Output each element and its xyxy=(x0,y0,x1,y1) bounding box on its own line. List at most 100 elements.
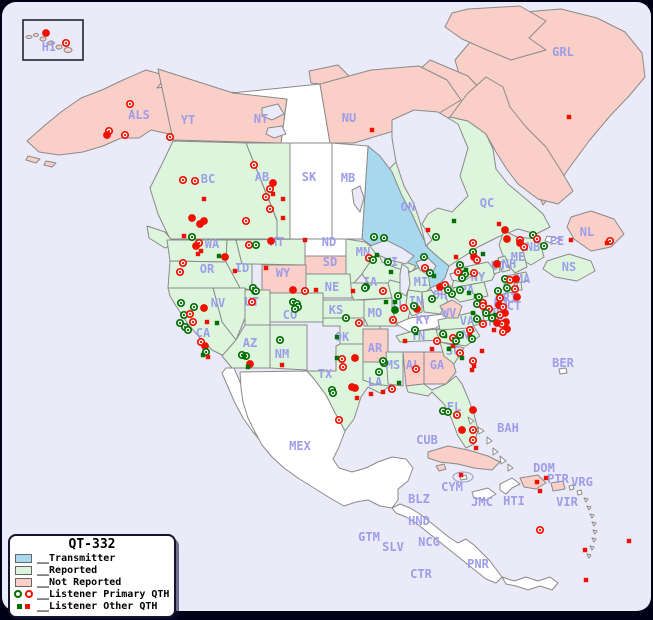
lake xyxy=(351,185,365,214)
dot-center xyxy=(441,332,445,336)
region-label-DOM: DOM xyxy=(533,461,555,475)
dot-center xyxy=(435,339,439,343)
listener-other-reported-dot xyxy=(492,312,498,318)
dot-center xyxy=(542,244,546,248)
region-label-CTR: CTR xyxy=(410,567,432,581)
listener-other-notreported-dot xyxy=(458,472,464,478)
listener-other-reported-dot xyxy=(200,352,206,358)
listener-other-notreported-dot xyxy=(425,227,431,233)
dot-center xyxy=(371,258,375,262)
listener-other-reported-dot xyxy=(334,355,340,361)
dot-center xyxy=(471,241,475,245)
listener-other-notreported-dot xyxy=(496,221,502,227)
listener-cluster-dot xyxy=(351,354,359,362)
listener-cluster-dot xyxy=(501,226,509,234)
region-label-ID: ID xyxy=(235,261,249,275)
region-WV xyxy=(439,299,463,319)
legend-box: QT-332 __Transmitter __Reported __Not Re… xyxy=(8,534,176,618)
listener-other-notreported-dot xyxy=(313,287,319,293)
region-VRG xyxy=(568,484,575,491)
listener-other-notreported-dot xyxy=(469,367,475,373)
dot-center xyxy=(192,305,196,309)
dot-center xyxy=(484,311,488,315)
listener-cluster-dot xyxy=(458,426,466,434)
region-label-ALS: ALS xyxy=(128,108,150,122)
listener-cluster-dot xyxy=(42,29,50,37)
listener-other-reported-dot xyxy=(245,364,251,370)
region-label-MEX: MEX xyxy=(289,439,311,453)
dot-center xyxy=(458,288,462,292)
region-PTR xyxy=(550,480,566,492)
region-label-HI: HI xyxy=(42,40,56,54)
listener-other-notreported-dot xyxy=(279,362,285,368)
legend-title: QT-332 xyxy=(68,537,116,552)
dot-center xyxy=(412,304,416,308)
listener-cluster-dot xyxy=(103,131,111,139)
dot-center xyxy=(446,288,450,292)
dot-center xyxy=(363,286,367,290)
dot-center xyxy=(181,261,185,265)
hawaii-island xyxy=(39,36,47,42)
dot-center xyxy=(250,300,254,304)
dot-center xyxy=(128,102,132,106)
region-label-MS: MS xyxy=(386,358,400,372)
listener-cluster-dot xyxy=(201,342,209,350)
region-BER xyxy=(558,367,568,375)
dot-center xyxy=(168,135,172,139)
dot-center xyxy=(470,337,474,341)
listener-other-notreported-dot xyxy=(537,488,543,494)
dot-center xyxy=(454,339,458,343)
dot-center xyxy=(434,235,438,239)
dot-center xyxy=(182,313,186,317)
dot-center xyxy=(446,410,450,414)
listener-cluster-dot xyxy=(513,293,521,301)
dot-center xyxy=(468,328,472,332)
transmitter-swatch xyxy=(15,553,32,563)
dot-center xyxy=(386,260,390,264)
region-label-NE: NE xyxy=(325,280,339,294)
listener-other-notreported-dot xyxy=(491,327,497,333)
region-label-CUB: CUB xyxy=(416,433,438,447)
dot-center xyxy=(475,302,479,306)
listener-other-reported-dot xyxy=(374,252,380,258)
region-label-CT: CT xyxy=(507,299,521,313)
region-label-NT: NT xyxy=(254,112,268,126)
region-LABRADOR xyxy=(449,76,574,205)
dot-center xyxy=(278,338,282,342)
region-CUB xyxy=(427,445,501,471)
dot-center xyxy=(458,263,462,267)
listener-other-notreported-dot xyxy=(429,346,435,352)
dot-center xyxy=(496,289,500,293)
legend-item-reported: __Reported xyxy=(10,564,174,576)
hawaii-island xyxy=(63,47,73,53)
dot-center xyxy=(501,305,505,309)
listener-other-reported-dot xyxy=(388,269,394,275)
region-label-MO: MO xyxy=(368,306,382,320)
listener-other-notreported-dot xyxy=(473,445,479,451)
dot-center xyxy=(268,187,272,191)
region-label-NB: NB xyxy=(526,240,540,254)
listener-cluster-dot xyxy=(221,253,229,261)
listener-cluster-dot xyxy=(493,319,501,327)
dot-center xyxy=(481,322,485,326)
dot-center xyxy=(471,359,475,363)
listener-other-notreported-dot xyxy=(270,191,276,197)
hawaii-island xyxy=(55,44,63,50)
region-label-WY: WY xyxy=(276,266,291,280)
dot-center xyxy=(178,270,182,274)
lake xyxy=(391,109,469,247)
region-label-LA: LA xyxy=(368,375,383,389)
region-ANTILLES-3 xyxy=(589,513,595,519)
listener-cluster-dot xyxy=(351,384,359,392)
dot-center xyxy=(186,328,190,332)
region-label-OR: OR xyxy=(200,262,215,276)
dot-center xyxy=(463,272,467,276)
region-CENTRAL-AMERICA xyxy=(391,503,503,584)
dot-center xyxy=(490,316,494,320)
region-ANTILLES-1 xyxy=(583,497,589,503)
dot-center xyxy=(391,318,395,322)
dot-center xyxy=(471,428,475,432)
legend-label: __Listener Primary QTH xyxy=(37,588,170,600)
region-VA xyxy=(437,311,485,331)
